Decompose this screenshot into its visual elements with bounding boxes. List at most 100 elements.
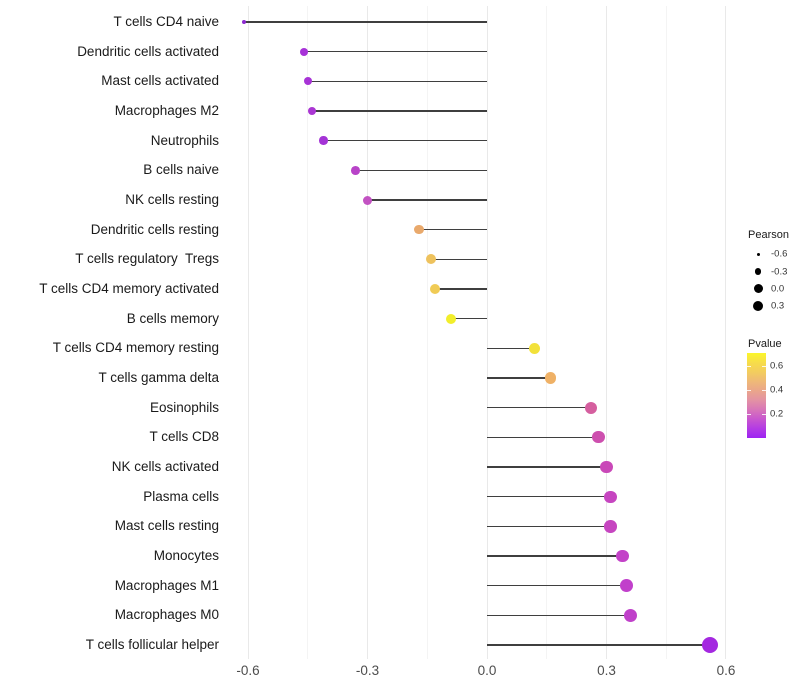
lollipop-dot bbox=[414, 224, 425, 235]
row-label: B cells naive bbox=[143, 162, 219, 178]
row-label: T cells regulatory Tregs bbox=[75, 251, 219, 267]
legend-pearson-dot bbox=[753, 284, 763, 294]
lollipop-dot bbox=[592, 431, 605, 444]
pvalue-colorbar-tick bbox=[762, 414, 766, 416]
row-label: NK cells activated bbox=[111, 459, 219, 475]
legend-pearson-dot bbox=[753, 301, 763, 312]
row-label: T cells CD8 bbox=[149, 429, 219, 445]
pvalue-colorbar-tick bbox=[762, 390, 766, 392]
lollipop-dot bbox=[604, 520, 617, 533]
lollipop-stem bbox=[487, 495, 611, 498]
row-label: Mast cells resting bbox=[114, 518, 219, 534]
lollipop-stem bbox=[244, 21, 487, 23]
row-label: T cells CD4 memory activated bbox=[39, 281, 219, 297]
x-tick-label: 0.6 bbox=[716, 663, 736, 678]
lollipop-dot bbox=[242, 20, 247, 24]
lollipop-stem bbox=[303, 50, 487, 53]
lollipop-stem bbox=[451, 317, 487, 320]
gridline-major bbox=[605, 6, 607, 659]
lollipop-stem bbox=[323, 139, 487, 142]
lollipop-dot bbox=[620, 579, 633, 593]
lollipop-dot bbox=[319, 136, 328, 145]
lollipop-dot bbox=[600, 460, 613, 474]
row-label: Mast cells activated bbox=[101, 73, 219, 89]
row-label: Neutrophils bbox=[150, 132, 219, 148]
lollipop-stem bbox=[431, 258, 487, 261]
lollipop-stem bbox=[487, 584, 627, 587]
lollipop-dot bbox=[430, 284, 441, 295]
lollipop-stem bbox=[307, 80, 487, 83]
lollipop-stem bbox=[487, 406, 591, 409]
row-label: B cells memory bbox=[126, 310, 219, 326]
gridline-major bbox=[486, 6, 488, 659]
lollipop-dot bbox=[307, 106, 316, 116]
lollipop-dot bbox=[545, 372, 557, 384]
lollipop-dot bbox=[584, 401, 597, 414]
row-label: Macrophages M2 bbox=[114, 103, 219, 118]
legend-pearson-dot bbox=[754, 268, 762, 275]
lollipop-stem bbox=[419, 228, 487, 231]
gridline-major bbox=[247, 6, 249, 659]
lollipop-dot bbox=[623, 608, 637, 622]
x-tick-label: -0.6 bbox=[236, 663, 260, 678]
pvalue-colorbar bbox=[747, 353, 766, 438]
lollipop-stem bbox=[311, 110, 487, 112]
row-label: Macrophages M0 bbox=[114, 607, 219, 623]
lollipop-dot bbox=[616, 549, 629, 563]
pvalue-colorbar-tick bbox=[747, 414, 751, 416]
lollipop-stem bbox=[487, 466, 607, 468]
lollipop-dot bbox=[363, 195, 372, 205]
lollipop-stem bbox=[435, 288, 487, 290]
legend-pearson-label: 0.0 bbox=[771, 283, 785, 295]
gridline-major bbox=[367, 6, 368, 659]
gridline-major bbox=[725, 6, 727, 659]
pvalue-tick-label: 0.6 bbox=[770, 360, 784, 372]
row-label: Plasma cells bbox=[143, 488, 219, 504]
lollipop-stem bbox=[487, 436, 599, 439]
row-label: T cells follicular helper bbox=[85, 637, 219, 653]
lollipop-stem bbox=[487, 644, 711, 646]
lollipop-stem bbox=[487, 555, 623, 557]
lollipop-stem bbox=[487, 347, 535, 350]
row-label: Monocytes bbox=[153, 548, 219, 564]
legend-pvalue-title: Pvalue bbox=[748, 338, 782, 350]
lollipop-stem bbox=[487, 525, 611, 528]
lollipop-dot bbox=[604, 490, 617, 503]
lollipop-stem bbox=[367, 199, 487, 201]
lollipop-stem bbox=[487, 614, 631, 617]
lollipop-dot bbox=[445, 313, 457, 324]
legend-pearson-label: 0.3 bbox=[771, 300, 785, 312]
lollipop-dot bbox=[529, 342, 541, 354]
x-tick-label: -0.3 bbox=[355, 663, 380, 678]
lollipop-dot bbox=[426, 254, 437, 265]
lollipop-stem bbox=[355, 169, 487, 172]
row-label: Dendritic cells activated bbox=[77, 43, 219, 59]
gridline-minor bbox=[426, 6, 428, 659]
row-label: T cells CD4 memory resting bbox=[52, 340, 219, 356]
row-label: T cells gamma delta bbox=[98, 370, 219, 386]
pvalue-colorbar-tick bbox=[747, 366, 751, 368]
legend-pearson-label: -0.6 bbox=[771, 248, 788, 260]
lollipop-dot bbox=[299, 47, 308, 56]
pvalue-colorbar-tick bbox=[747, 390, 751, 392]
x-tick-label: 0.3 bbox=[597, 663, 616, 678]
gridline-minor bbox=[665, 6, 667, 659]
row-label: T cells CD4 naive bbox=[113, 14, 219, 29]
lollipop-dot bbox=[303, 77, 312, 86]
x-tick-label: 0.0 bbox=[477, 663, 497, 678]
row-label: Eosinophils bbox=[149, 399, 219, 415]
lollipop-stem bbox=[487, 377, 551, 379]
legend-pearson-dot bbox=[756, 252, 760, 256]
pvalue-tick-label: 0.4 bbox=[770, 384, 784, 396]
lollipop-dot bbox=[351, 165, 360, 175]
row-label: NK cells resting bbox=[125, 192, 219, 208]
legend-pearson-label: -0.3 bbox=[771, 266, 788, 278]
lollipop-dot bbox=[701, 636, 719, 654]
pvalue-tick-label: 0.2 bbox=[770, 408, 784, 420]
pvalue-colorbar-tick bbox=[762, 366, 766, 368]
gridline-minor bbox=[307, 6, 309, 659]
row-label: Macrophages M1 bbox=[114, 577, 219, 593]
row-label: Dendritic cells resting bbox=[90, 221, 219, 237]
legend-pearson-title: Pearson bbox=[748, 229, 789, 241]
